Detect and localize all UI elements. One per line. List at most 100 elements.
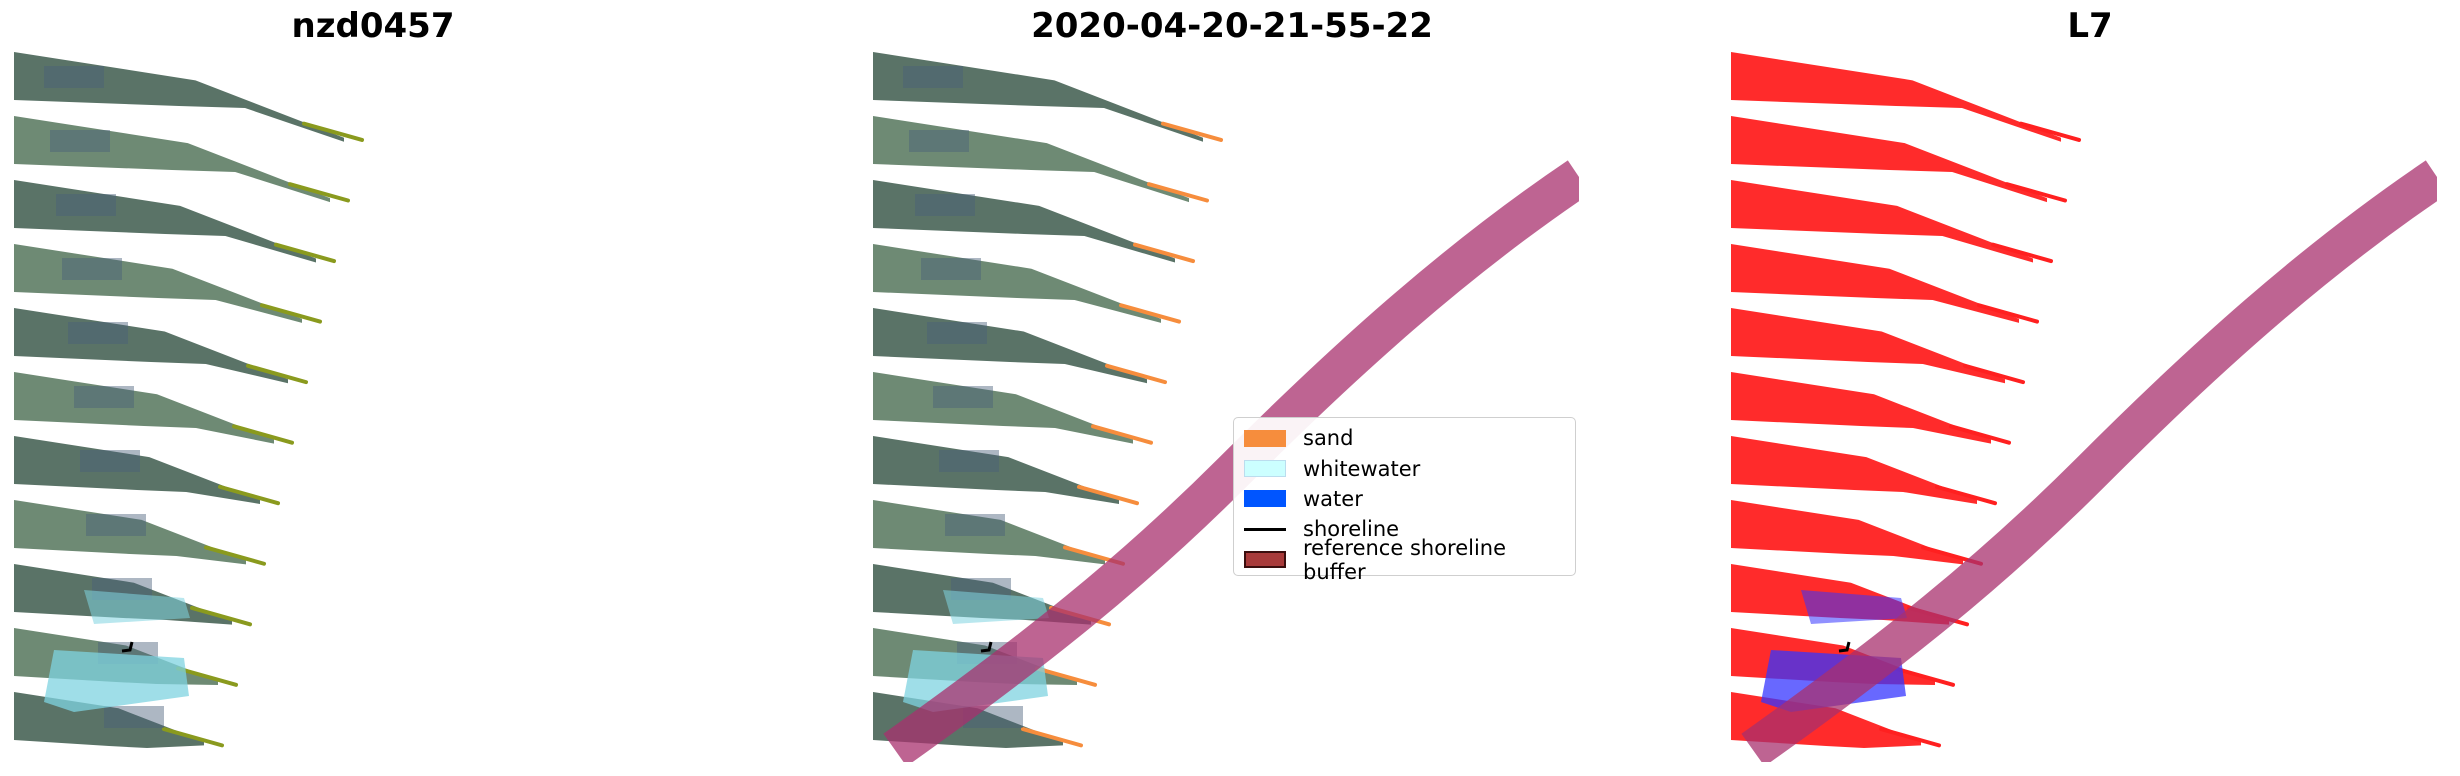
rgb-image-panel	[14, 52, 720, 762]
classified-image	[873, 52, 1579, 762]
image-strip	[1731, 500, 1963, 565]
strip-tip	[1077, 484, 1139, 506]
mndwi-image-panel	[1731, 52, 2437, 762]
river-patch	[921, 258, 981, 280]
image-strip	[873, 500, 1105, 565]
strip-tip	[1105, 363, 1167, 385]
strip-tip	[274, 242, 336, 264]
mndwi-image	[1731, 52, 2437, 762]
legend-item-sand: sand	[1244, 423, 1575, 453]
image-strip	[14, 372, 274, 444]
strip-tip	[218, 484, 280, 506]
legend-label: shoreline	[1303, 517, 1400, 542]
image-strip	[1731, 372, 1991, 444]
water-swatch	[1244, 490, 1286, 508]
strip-tip	[204, 545, 266, 566]
strip-tip	[1893, 666, 1955, 687]
legend-item-reference-buffer: reference shoreline buffer	[1244, 536, 1575, 584]
panel-title-rgb: nzd0457	[291, 6, 455, 46]
strip-tip	[302, 121, 364, 142]
river-patch	[903, 66, 963, 88]
image-strip	[1731, 116, 2047, 203]
legend-label: water	[1303, 486, 1363, 511]
image-strip	[873, 116, 1189, 203]
strip-tip	[176, 666, 238, 687]
strip-tip	[1021, 727, 1083, 748]
river-patch	[939, 450, 999, 472]
river-patch	[915, 194, 975, 216]
strip-tip	[1035, 666, 1097, 687]
image-strip	[14, 308, 288, 384]
strip-tip	[1949, 424, 2011, 445]
image-strip	[1731, 180, 2033, 263]
image-strip	[14, 116, 330, 203]
panel-title-classified: 2020-04-20-21-55-22	[1031, 6, 1433, 46]
whitewater-swatch	[1244, 460, 1286, 478]
shoreline-mark	[1838, 641, 1851, 653]
strip-tip	[190, 605, 252, 627]
strip-tip	[162, 727, 224, 748]
river-patch	[909, 130, 969, 152]
whitewater-area	[84, 590, 190, 624]
whitewater-area	[44, 650, 189, 712]
strip-tip	[1935, 484, 1997, 506]
strip-tip	[1977, 303, 2039, 324]
strip-tip	[1133, 242, 1195, 264]
strip-tip	[1879, 727, 1941, 748]
river-patch	[86, 514, 146, 536]
strip-tip	[2019, 121, 2081, 142]
reference-buffer-swatch	[1244, 551, 1286, 569]
image-strip	[873, 372, 1133, 444]
image-strip	[14, 52, 344, 142]
strip-tip	[246, 363, 308, 385]
river-patch	[68, 322, 128, 344]
river-patch	[56, 194, 116, 216]
legend-label: reference shoreline buffer	[1303, 535, 1507, 584]
image-strip	[14, 436, 260, 504]
whitewater-area	[943, 590, 1049, 624]
river-patch	[50, 130, 110, 152]
shoreline-mark	[121, 641, 134, 653]
image-strip	[873, 436, 1119, 504]
image-strip	[1731, 244, 2019, 323]
shoreline-mark	[980, 641, 993, 653]
image-strip	[14, 180, 316, 263]
image-strip	[1731, 52, 2061, 142]
image-strip	[873, 52, 1203, 142]
water-area	[1801, 590, 1907, 624]
legend: sand whitewater water shoreline referenc…	[1233, 417, 1576, 584]
strip-tip	[1147, 182, 1209, 203]
legend-item-whitewater: whitewater	[1244, 453, 1575, 483]
shoreline-swatch	[1244, 527, 1286, 531]
strip-tip	[1991, 242, 2053, 264]
river-patch	[927, 322, 987, 344]
image-strip	[873, 308, 1147, 384]
strip-tip	[1963, 363, 2025, 385]
legend-item-shoreline: shoreline	[1244, 514, 1575, 544]
legend-item-water: water	[1244, 484, 1575, 514]
strip-tip	[1091, 424, 1153, 445]
strip-tip	[1161, 121, 1223, 142]
river-patch	[104, 706, 164, 728]
river-patch	[62, 258, 122, 280]
river-patch	[44, 66, 104, 88]
strip-tip	[288, 182, 350, 203]
river-patch	[933, 386, 993, 408]
image-strip	[14, 500, 246, 565]
reference-shoreline-buffer	[1741, 160, 2437, 762]
strip-tip	[2005, 182, 2067, 203]
river-patch	[80, 450, 140, 472]
image-strip	[14, 244, 302, 323]
river-patch	[945, 514, 1005, 536]
legend-label: sand	[1303, 426, 1354, 451]
legend-label: whitewater	[1303, 456, 1421, 481]
panel-title-mndwi: L7	[2067, 6, 2113, 46]
image-strip	[873, 180, 1175, 263]
strip-tip	[260, 303, 322, 324]
strip-tip	[1119, 303, 1181, 324]
image-strip	[1731, 308, 2005, 384]
strip-tip	[232, 424, 294, 445]
sand-swatch	[1244, 429, 1286, 447]
image-strip	[1731, 436, 1977, 504]
image-strip	[873, 244, 1161, 323]
